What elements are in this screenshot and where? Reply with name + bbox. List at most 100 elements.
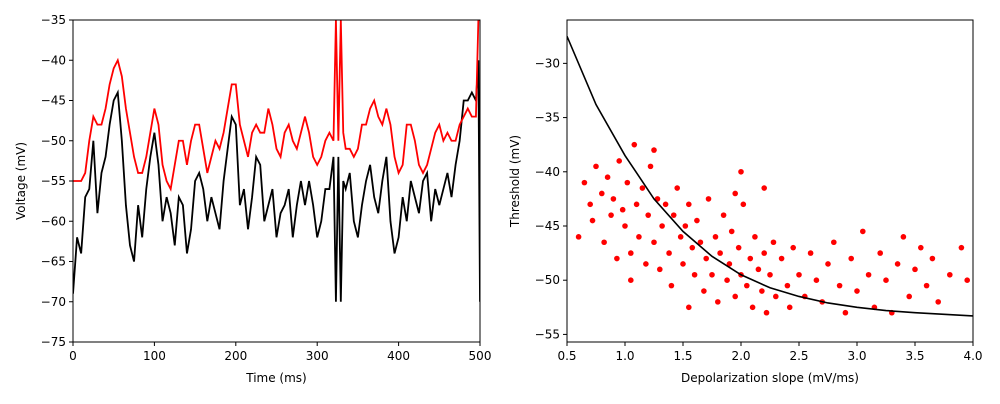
scatter-point <box>761 185 767 191</box>
scatter-point <box>701 288 707 294</box>
x-tick-label: 4.0 <box>963 349 982 363</box>
scatter-point <box>717 250 723 256</box>
scatter-point <box>831 239 837 246</box>
y-tick-label: −30 <box>535 56 560 70</box>
x-tick-label: 0.5 <box>557 349 576 363</box>
scatter-point <box>784 282 791 289</box>
scatter-point <box>854 288 860 294</box>
scatter-point <box>616 158 622 164</box>
fit-curve <box>567 35 973 317</box>
scatter-point <box>659 223 665 229</box>
x-tick-label: 300 <box>306 349 329 363</box>
scatter-point <box>697 239 704 246</box>
scatter-point <box>759 288 765 294</box>
x-tick-label: 1.5 <box>673 349 692 363</box>
scatter-point <box>964 277 970 284</box>
scatter-point <box>773 293 779 300</box>
scatter-point <box>639 185 646 191</box>
scatter-point <box>587 201 593 208</box>
x-tick-label: 2.0 <box>731 349 750 363</box>
scatter-point <box>900 234 907 240</box>
scatter-point <box>918 244 924 251</box>
y-tick-label: −50 <box>535 273 560 287</box>
x-tick-label: 1.0 <box>615 349 634 363</box>
scatter-point <box>709 271 715 278</box>
scatter-point <box>778 255 785 262</box>
scatter-point <box>647 163 654 170</box>
scatter-point <box>680 261 686 267</box>
y-tick-label: −50 <box>41 134 66 148</box>
y-tick-label: −35 <box>535 111 560 125</box>
y-tick-label: −65 <box>41 255 66 269</box>
scatter-point <box>935 299 941 305</box>
scatter-point <box>813 277 820 284</box>
scatter-point <box>682 223 689 229</box>
scatter-point <box>622 223 628 229</box>
scatter-point <box>645 212 651 218</box>
scatter-point <box>628 250 634 256</box>
y-tick-label: −75 <box>41 335 66 349</box>
scatter-point <box>633 201 640 208</box>
scatter-point <box>581 179 588 186</box>
y-tick-label: −45 <box>41 94 66 108</box>
axes-frame <box>566 19 974 343</box>
scatter-point <box>790 244 796 251</box>
scatter-point <box>589 217 596 224</box>
x-tick-label: 0 <box>69 349 77 363</box>
y-tick-label: −55 <box>41 174 66 188</box>
x-axis-label: Depolarization slope (mV/ms) <box>681 371 859 385</box>
y-tick-label: −55 <box>535 327 560 341</box>
scatter-point <box>651 147 657 153</box>
plot-area <box>567 35 973 317</box>
scatter-point <box>738 168 744 175</box>
line-series <box>73 20 480 192</box>
x-axis-label: Time (ms) <box>245 371 307 385</box>
scatter-point <box>770 239 777 246</box>
scatter-point <box>608 212 614 218</box>
x-tick-label: 100 <box>143 349 166 363</box>
x-tick-label: 400 <box>387 349 410 363</box>
scatter-point <box>883 277 889 284</box>
scatter-point <box>666 250 672 256</box>
scatter-point <box>947 271 953 278</box>
scatter-point <box>732 293 738 300</box>
y-axis-label: Threshold (mV) <box>508 135 522 228</box>
y-tick-label: −60 <box>41 214 66 228</box>
scatter-point <box>601 239 607 246</box>
y-tick-label: −40 <box>535 165 560 179</box>
scatter-point <box>732 190 738 197</box>
scatter-point <box>825 261 831 267</box>
scatter-point <box>786 304 793 311</box>
y-axis-label: Voltage (mV) <box>14 142 28 220</box>
scatter-point <box>614 255 620 262</box>
y-tick-label: −70 <box>41 295 66 309</box>
x-tick-label: 2.5 <box>789 349 808 363</box>
scatter-point <box>593 163 599 170</box>
scatter-point <box>624 179 631 186</box>
scatter-point <box>796 271 802 278</box>
scatter-point <box>744 282 750 289</box>
x-tick-label: 3.0 <box>847 349 866 363</box>
scatter-point <box>894 261 901 267</box>
y-tick-label: −35 <box>41 13 66 27</box>
plot-area <box>73 20 480 302</box>
scatter-point <box>761 250 767 256</box>
scatter-point <box>767 271 773 278</box>
scatter-point <box>912 266 918 273</box>
scatter-point <box>705 196 712 202</box>
scatter-point <box>636 234 642 240</box>
line-series <box>73 60 480 302</box>
scatter-point <box>712 234 719 240</box>
scatter-point <box>715 299 721 305</box>
scatter-point <box>740 201 747 208</box>
scatter-point <box>694 217 700 224</box>
scatter-point <box>724 277 730 284</box>
scatter-point <box>807 250 814 256</box>
scatter-point <box>686 304 692 311</box>
scatter-point <box>763 309 770 316</box>
scatter-point <box>749 304 756 311</box>
scatter-point <box>599 190 605 197</box>
scatter-point <box>662 201 669 208</box>
scatter-point <box>728 228 735 235</box>
